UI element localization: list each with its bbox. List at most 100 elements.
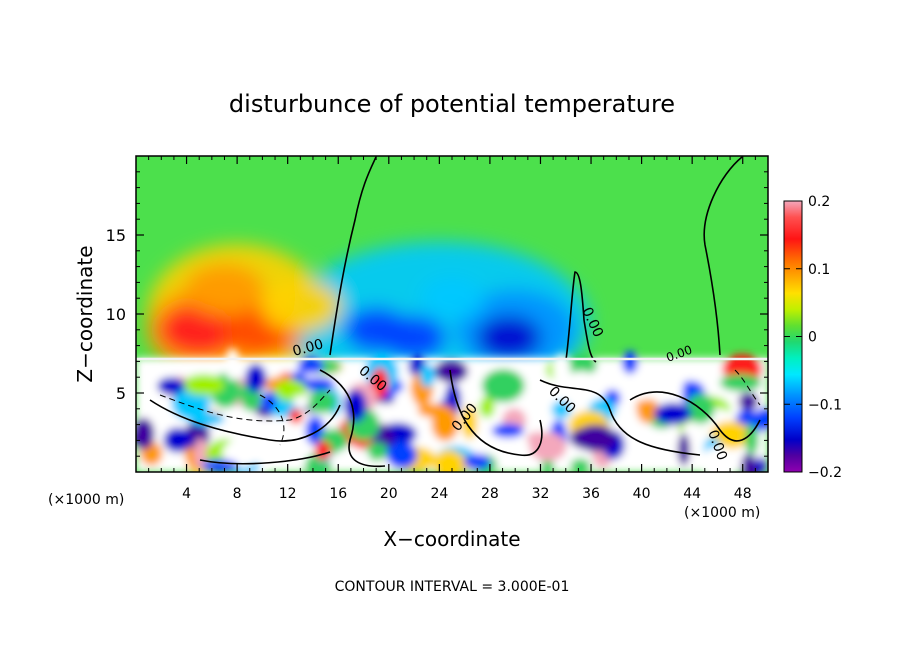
warm-anomaly (184, 264, 265, 317)
x-axis-label: X−coordinate (383, 527, 520, 551)
contour-line (629, 391, 761, 442)
x-tick-label: 44 (683, 486, 701, 502)
warm-anomaly (159, 303, 240, 356)
x-tick-label: 4 (182, 486, 191, 502)
contour-lines (149, 156, 761, 468)
contour-dashed-line (159, 389, 331, 422)
turbulence-patch (136, 417, 155, 450)
colorbar-tick-label: −0.2 (808, 465, 842, 481)
contour-dashed-line (734, 369, 761, 406)
turbulence-patch (710, 421, 751, 450)
turbulence-patch (478, 396, 495, 418)
x-tick-label: 8 (233, 486, 242, 502)
y-tick-label: 15 (106, 226, 126, 245)
turbulence-patch (738, 392, 759, 411)
turbulence-patch (419, 363, 436, 388)
x-tick-label: 12 (279, 486, 297, 502)
turbulence-patch (393, 390, 414, 413)
contour-line (703, 156, 743, 356)
colorbar: 0.2 0.1 0 −0.1 −0.2 (783, 194, 842, 481)
contour-label: 0.00 (291, 336, 325, 360)
x-tick-label: 16 (329, 486, 347, 502)
turbulence-patch (222, 439, 261, 468)
turbulence-patch (741, 453, 757, 472)
chart-title: disturbunce of potential temperature (229, 90, 675, 118)
turbulence-patch (719, 373, 762, 392)
turbulence-patch (541, 458, 554, 472)
x-unit-right: (×1000 m) (684, 505, 760, 521)
cold-anomaly (420, 276, 484, 321)
x-tick-label: 36 (582, 486, 600, 502)
turbulence-patch (434, 359, 469, 383)
turbulence-patch (225, 348, 240, 381)
turbulence-patch (245, 363, 267, 393)
cold-anomaly (382, 315, 447, 360)
turbulence-patch (491, 423, 524, 438)
contour-line (149, 399, 341, 442)
upper-field-blobs (146, 241, 590, 402)
turbulence-patch (654, 402, 692, 425)
y-axis-label: Z−coordinate (73, 245, 97, 382)
turbulence-patch (157, 377, 186, 395)
lower-field (136, 348, 768, 472)
turbulence-patch (744, 423, 759, 455)
x-tick-label: 24 (430, 486, 448, 502)
turbulence-patch (754, 457, 768, 472)
x-tick-label: 32 (532, 486, 550, 502)
turbulence-patch (200, 459, 239, 472)
x-tick-label: 48 (734, 486, 752, 502)
cold-anomaly (476, 315, 541, 360)
turbulence-patch (563, 371, 599, 400)
turbulence-patch (569, 426, 614, 451)
turbulence-patch (297, 357, 324, 374)
x-unit-left: (×1000 m) (48, 492, 124, 508)
turbulence-patch (551, 400, 572, 419)
colorbar-tick-label: −0.1 (808, 397, 842, 413)
turbulence-patch (182, 373, 225, 396)
x-axis: 4 8 12 16 20 24 28 32 36 40 44 48 (148, 156, 756, 502)
field-area: 0.00 0.00 0.00 0.00 0.00 0.00 0.00 (136, 156, 768, 472)
turbulence-patch (461, 405, 478, 440)
turbulence-patch (386, 441, 418, 469)
x-tick-label: 28 (481, 486, 499, 502)
turbulence-patch (622, 350, 638, 374)
turbulence-patch (677, 433, 690, 466)
colorbar-tick-label: 0.2 (808, 194, 830, 210)
contour-line (449, 369, 543, 456)
turbulence-patch (314, 441, 332, 461)
turbulence-patch (529, 432, 567, 462)
y-axis: 5 10 15 (106, 171, 768, 457)
x-tick-label: 40 (633, 486, 651, 502)
turbulence-patch (288, 408, 303, 424)
turbulence-patch (293, 395, 310, 408)
turbulence-patch (552, 353, 571, 384)
turbulence-patch (433, 449, 464, 472)
contour-dashed-line (259, 394, 285, 446)
y-tick-label: 5 (116, 384, 126, 403)
turbulence-patch (481, 368, 525, 403)
colorbar-tick-label: 0 (808, 330, 817, 346)
y-tick-label: 10 (106, 305, 126, 324)
turbulence-patch (147, 402, 174, 428)
turbulence-patch (335, 448, 370, 465)
turbulence-patch (364, 442, 389, 461)
colorbar-tick-label: 0.1 (808, 262, 830, 278)
warm-anomaly (260, 280, 341, 333)
contour-line (319, 369, 386, 468)
turbulence-patch (260, 391, 277, 412)
turbulence-patch (620, 372, 658, 401)
turbulence-patch (463, 453, 491, 470)
contour-line (199, 451, 331, 465)
turbulence-patch (682, 421, 703, 440)
turbulence-patch (570, 458, 591, 472)
contour-line (565, 271, 597, 363)
contour-dashed-lines (159, 369, 761, 446)
turbulence-patch (163, 427, 192, 453)
turbulence-patch (565, 355, 598, 376)
contour-line (329, 156, 377, 356)
turbulence-patch (431, 406, 459, 442)
x-tick-label: 20 (380, 486, 398, 502)
colorbar-ticks: 0.2 0.1 0 −0.1 −0.2 (784, 194, 842, 481)
turbulence-patch (307, 389, 337, 414)
